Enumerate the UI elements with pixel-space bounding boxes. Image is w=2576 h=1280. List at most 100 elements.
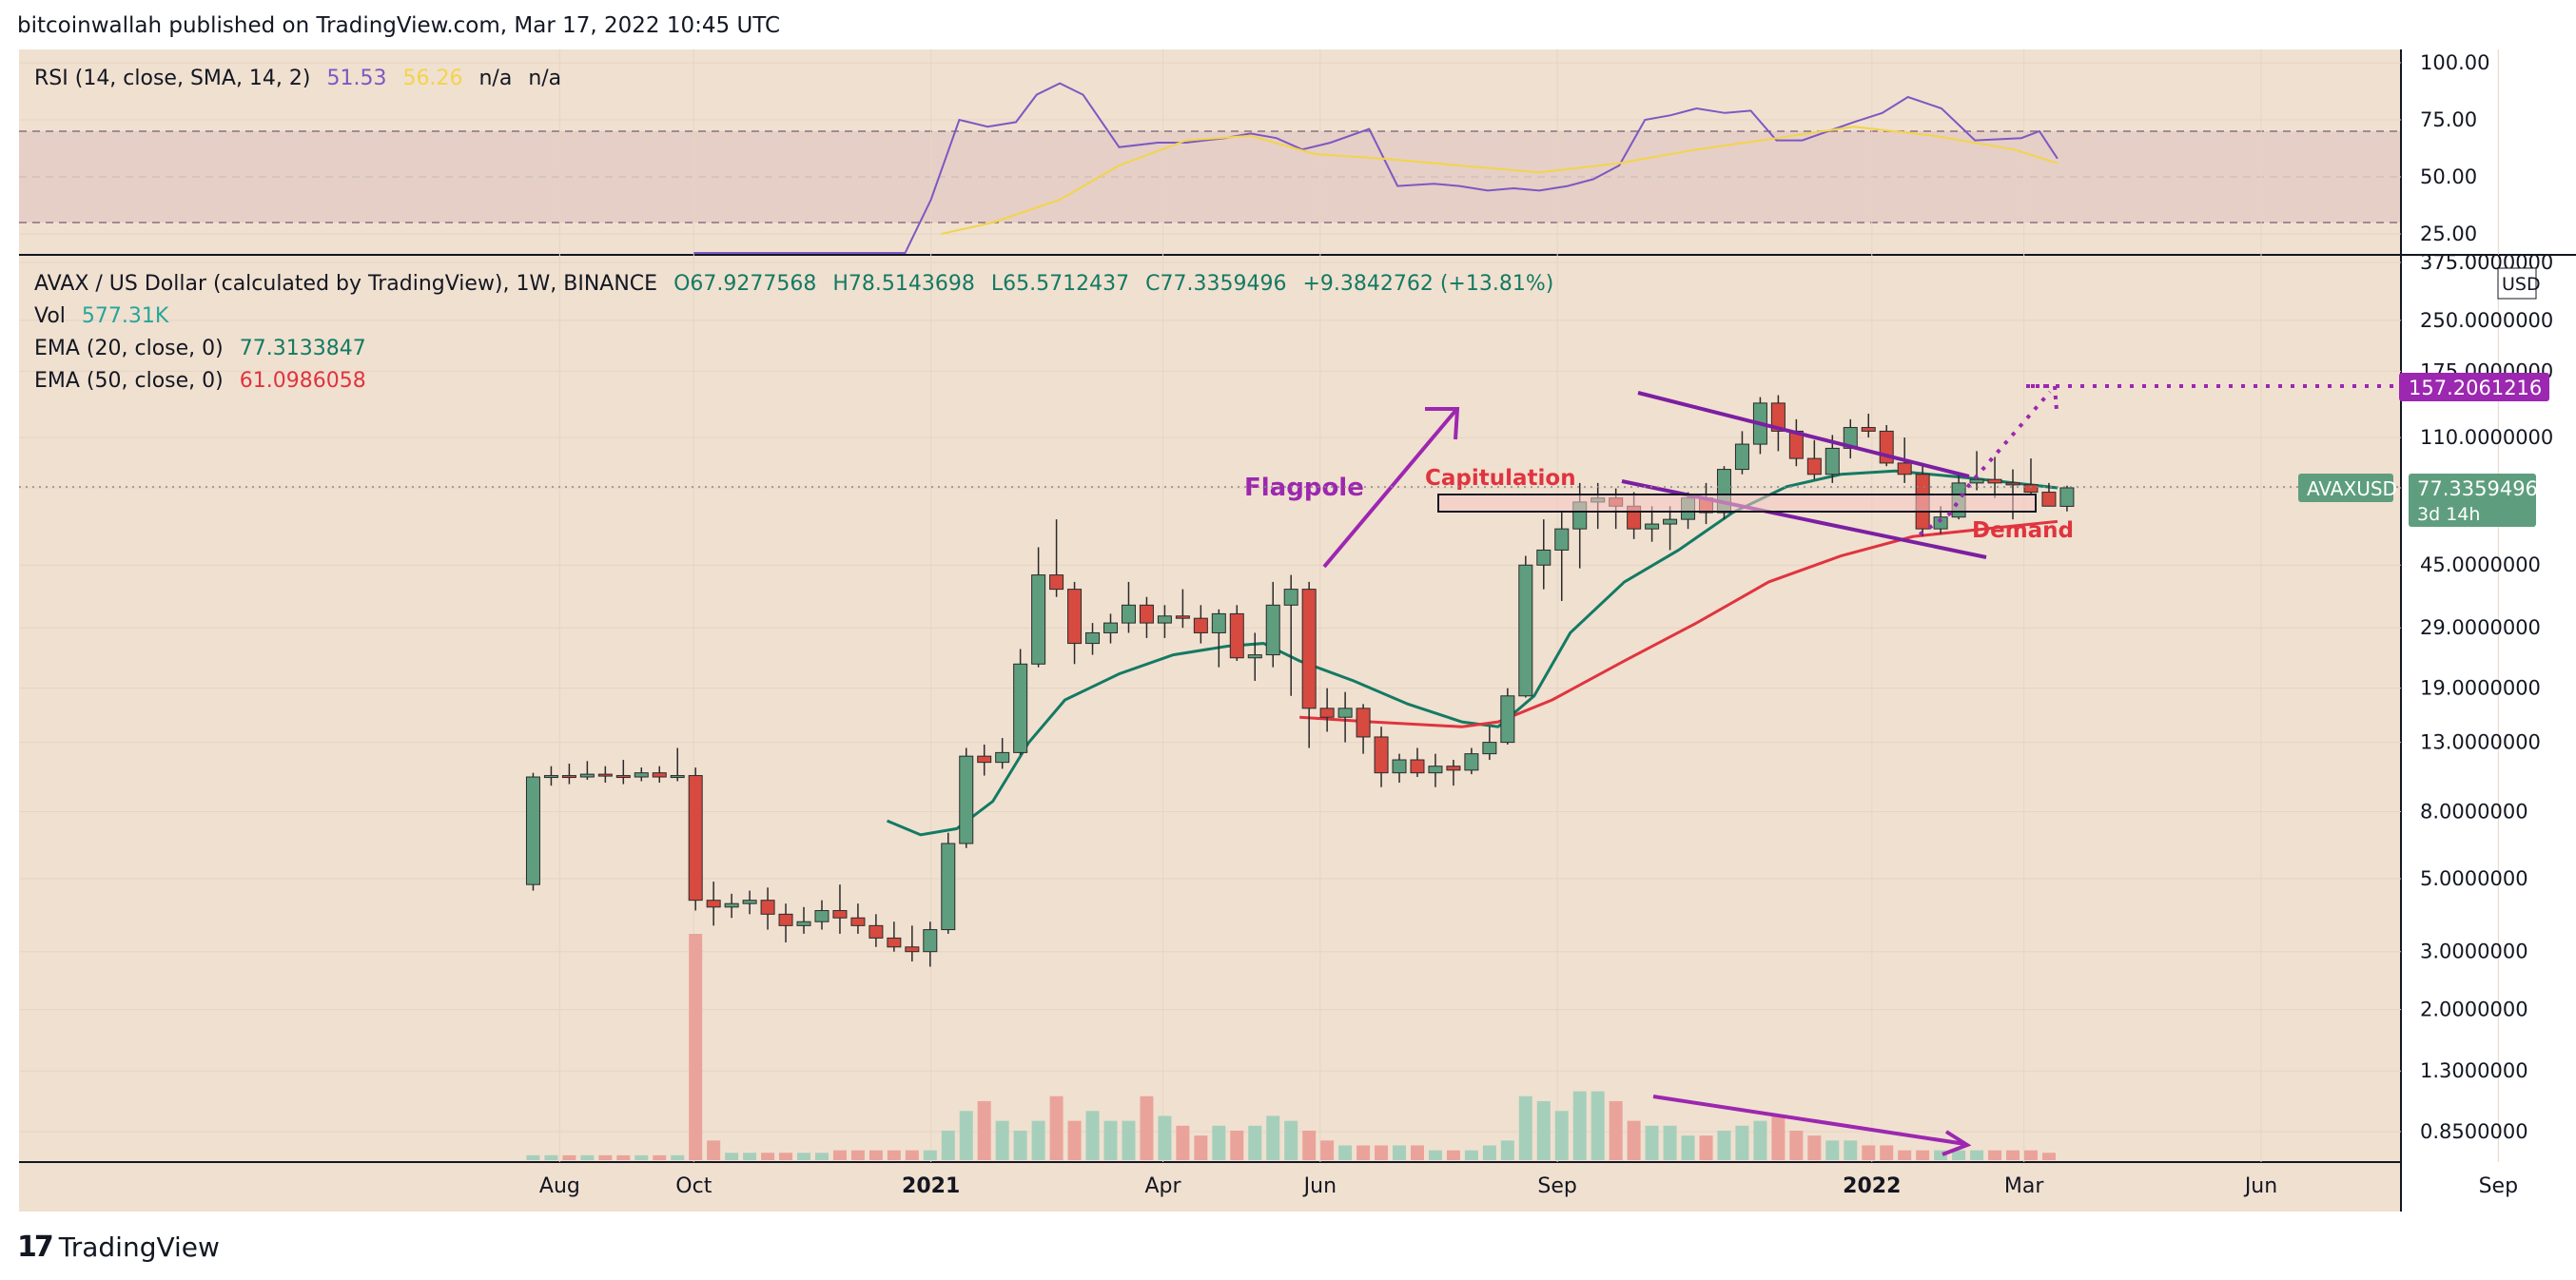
ohlc-change: +9.3842762 (+13.81%) xyxy=(1302,272,1554,296)
last-price-badge xyxy=(2409,474,2536,527)
symbol-badge-text: AVAXUSD xyxy=(2307,477,2397,500)
rsi-legend-title: RSI (14, close, SMA, 14, 2) xyxy=(34,67,311,90)
candle-body xyxy=(1806,457,1822,475)
volume-bar xyxy=(1284,1120,1298,1160)
volume-bar xyxy=(743,1153,757,1160)
price-tick-label: 19.0000000 xyxy=(2420,677,2541,700)
candle-body xyxy=(1663,518,1678,525)
volume-bar xyxy=(1122,1120,1136,1160)
volume-bar xyxy=(1248,1125,1262,1160)
y-axis-labels: 100.0075.0050.0025.00375.0000000250.0000… xyxy=(2420,51,2553,1143)
rsi-line xyxy=(693,82,2059,254)
volume-bar xyxy=(941,1130,955,1160)
time-tick-label: 2021 xyxy=(902,1174,960,1198)
volume-bar xyxy=(1898,1150,1912,1160)
candle-body xyxy=(1446,766,1461,771)
volume-bar xyxy=(761,1153,775,1160)
candle-body xyxy=(1337,708,1353,718)
volume-bar xyxy=(1934,1150,1948,1160)
volume-bar xyxy=(1103,1120,1118,1160)
candle-body xyxy=(1500,695,1515,744)
volume-bar xyxy=(1428,1150,1442,1160)
volume-bar xyxy=(1645,1125,1659,1160)
price-tick-label: 2.0000000 xyxy=(2420,999,2528,1021)
candle-body xyxy=(724,902,739,908)
candle-body xyxy=(2023,484,2039,494)
last-price-text: 77.3359496 xyxy=(2417,477,2538,500)
candle-body xyxy=(778,913,793,926)
volume-bar xyxy=(1717,1130,1731,1160)
rsi-na-2: n/a xyxy=(528,67,562,90)
volume-bar xyxy=(1807,1135,1822,1160)
volume-bar xyxy=(1302,1130,1317,1160)
candle-body xyxy=(579,773,595,778)
time-tick-label: Sep xyxy=(2479,1174,2518,1198)
volume-bar xyxy=(1735,1125,1749,1160)
candle-body xyxy=(1987,478,2002,484)
volume-bar xyxy=(1771,1115,1786,1160)
candle-body xyxy=(995,751,1010,764)
volume-bar xyxy=(977,1100,991,1160)
price-tick-label: 13.0000000 xyxy=(2420,731,2541,754)
volume-bar xyxy=(1590,1091,1605,1160)
candle-body xyxy=(1410,759,1425,774)
candle-body xyxy=(670,775,685,779)
time-tick-label: Aug xyxy=(539,1174,580,1198)
time-tick-label: 2022 xyxy=(1843,1174,1901,1198)
price-tick-label: 29.0000000 xyxy=(2420,616,2541,639)
rsi-tick-label: 75.00 xyxy=(2420,108,2477,131)
rsi-legend: RSI (14, close, SMA, 14, 2) 51.53 56.26 … xyxy=(34,67,571,90)
candle-body xyxy=(2005,482,2020,486)
ema-lines xyxy=(886,469,2059,837)
candle-body xyxy=(1085,631,1101,645)
volume-bar xyxy=(1663,1125,1677,1160)
volume-bar xyxy=(562,1154,576,1160)
volume-bar xyxy=(544,1154,558,1160)
volume-bar xyxy=(868,1150,883,1160)
candle-body xyxy=(887,937,902,948)
candle-body xyxy=(796,921,811,926)
ema50-value: 61.0986058 xyxy=(239,369,366,393)
ohlc-close: C77.3359496 xyxy=(1145,272,1287,296)
candle-body xyxy=(2041,492,2057,507)
time-tick-label: Oct xyxy=(675,1174,712,1198)
target-price-text: 157.2061216 xyxy=(2409,377,2542,399)
volume-arrowhead xyxy=(1942,1130,1972,1156)
candle-body xyxy=(1897,462,1912,475)
ema20-line xyxy=(886,469,2059,837)
volume-bar xyxy=(1609,1100,1623,1160)
ema50-label: EMA (50, close, 0) xyxy=(34,369,224,393)
rsi-na-1: n/a xyxy=(478,67,513,90)
candle-body xyxy=(977,755,992,764)
volume-bar xyxy=(1789,1130,1804,1160)
candle-body xyxy=(1356,708,1371,738)
volume-bar xyxy=(1500,1140,1514,1160)
volume-bar xyxy=(1952,1150,1966,1160)
ema20-legend: EMA (20, close, 0) 77.3133847 xyxy=(34,337,376,360)
volume-bar xyxy=(653,1154,667,1160)
candle-body xyxy=(850,917,866,926)
target-price-badge xyxy=(2399,373,2549,401)
volume-bar xyxy=(1031,1120,1045,1160)
volume-bar xyxy=(1049,1096,1064,1160)
candle-body xyxy=(1482,742,1497,755)
candle-body xyxy=(1428,766,1443,774)
volume-bar xyxy=(725,1153,739,1160)
vol-value: 577.31K xyxy=(81,304,169,328)
volume-bar xyxy=(1320,1140,1335,1160)
volume-bar xyxy=(1753,1120,1767,1160)
ema20-label: EMA (20, close, 0) xyxy=(34,337,224,360)
volume-bar xyxy=(1681,1135,1695,1160)
volume-bar xyxy=(1554,1111,1569,1160)
x-axis-labels: Aug Oct 2021 Apr Jun Sep 2022 Mar Jun Sep xyxy=(539,1174,2518,1198)
rsi-sma-line xyxy=(941,126,2059,235)
price-tick-label: 3.0000000 xyxy=(2420,941,2528,963)
volume-bar xyxy=(1862,1145,1876,1160)
volume-bar xyxy=(959,1111,973,1160)
volume-bar xyxy=(689,934,703,1160)
volume-bar xyxy=(616,1154,631,1160)
price-tick-label: 1.3000000 xyxy=(2420,1059,2528,1082)
candle-body xyxy=(814,910,829,922)
currency-text: USD xyxy=(2502,274,2541,295)
